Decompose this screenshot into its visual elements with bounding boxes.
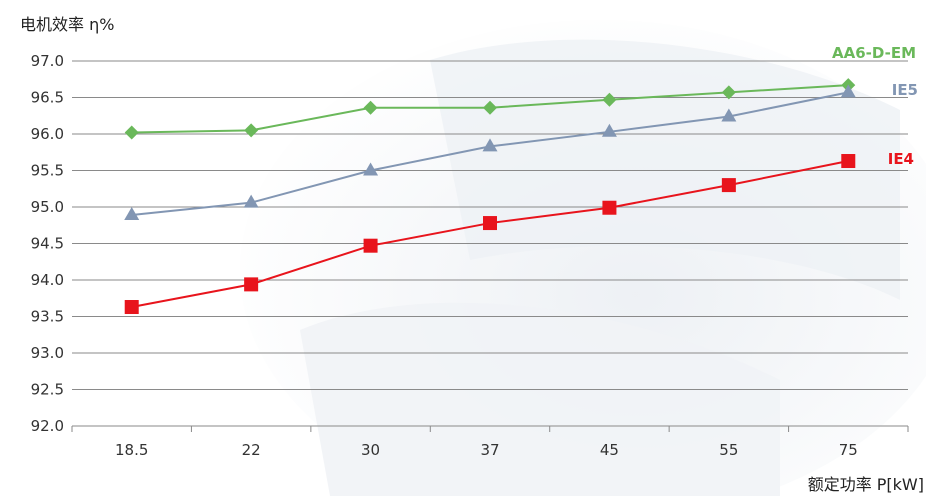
y-tick-label: 97.0 xyxy=(31,52,64,70)
y-tick-label: 93.0 xyxy=(31,344,64,362)
y-tick-label: 92.0 xyxy=(31,417,64,435)
y-tick-label: 94.5 xyxy=(31,235,64,253)
y-tick-label: 96.0 xyxy=(31,125,64,143)
y-tick-label: 94.0 xyxy=(31,271,64,289)
x-tick-label: 30 xyxy=(361,441,380,459)
x-axis-title: 额定功率 P[kW] xyxy=(808,475,924,494)
x-tick-label: 75 xyxy=(839,441,858,459)
y-tick-label: 95.5 xyxy=(31,162,64,180)
labels: 电机效率 η% 额定功率 P[kW] AA6-D-EM IE5 IE4 xyxy=(20,15,924,494)
data-point-ie5-55 xyxy=(721,108,737,122)
gridlines xyxy=(72,60,908,427)
data-point-aa6-d-em-45 xyxy=(602,92,617,107)
data-point-ie5-18.5 xyxy=(124,207,140,221)
data-point-aa6-d-em-37 xyxy=(483,100,497,115)
series-label-aa6-d-em: AA6-D-EM xyxy=(832,44,916,62)
series-group xyxy=(124,78,856,315)
data-point-aa6-d-em-22 xyxy=(244,123,259,138)
series-label-ie4: IE4 xyxy=(888,150,914,168)
y-axis-title: 电机效率 η% xyxy=(20,15,114,34)
data-point-ie5-37 xyxy=(482,138,498,152)
series-label-ie5: IE5 xyxy=(892,81,918,99)
data-point-ie5-30 xyxy=(363,162,379,176)
x-tick-label: 18.5 xyxy=(115,441,148,459)
y-tick-label: 96.5 xyxy=(31,89,64,107)
data-point-aa6-d-em-18.5 xyxy=(124,125,139,140)
data-point-ie4-22 xyxy=(244,277,259,292)
data-point-ie4-37 xyxy=(483,216,497,231)
y-tick-label: 92.5 xyxy=(31,381,64,399)
x-tick-label: 55 xyxy=(719,441,738,459)
data-point-ie4-75 xyxy=(841,154,856,169)
data-point-ie4-45 xyxy=(602,200,617,215)
axes: 92.0 92.5 93.0 93.5 94.0 94.5 95.0 95.5 96.0 96.5… xyxy=(31,52,909,459)
data-point-ie5-22 xyxy=(243,194,259,208)
x-tick-label: 45 xyxy=(600,441,619,459)
data-point-ie5-75 xyxy=(840,84,856,98)
y-tick-label: 93.5 xyxy=(31,308,64,326)
data-point-aa6-d-em-30 xyxy=(363,100,378,115)
data-point-aa6-d-em-55 xyxy=(721,85,736,100)
data-point-ie4-18.5 xyxy=(124,300,139,315)
data-point-ie5-45 xyxy=(601,123,617,137)
y-tick-label: 95.0 xyxy=(31,198,64,216)
data-point-ie4-55 xyxy=(721,178,736,193)
x-tick-label: 37 xyxy=(480,441,499,459)
x-tick-label: 22 xyxy=(242,441,261,459)
data-point-ie4-30 xyxy=(363,238,378,253)
